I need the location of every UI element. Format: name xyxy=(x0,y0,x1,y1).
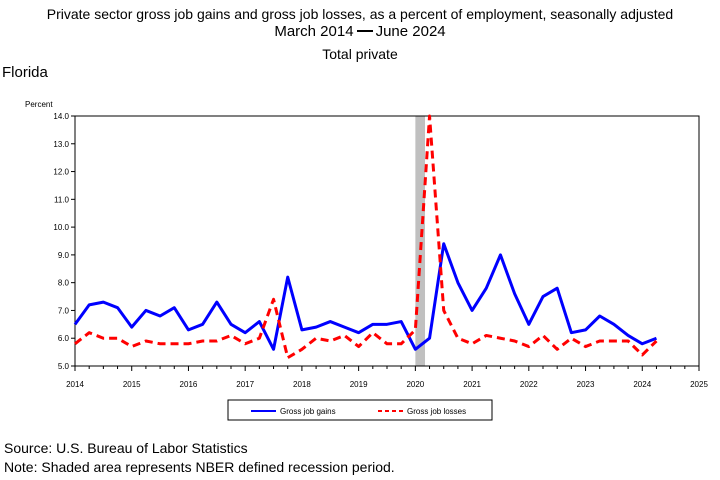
x-tick-label: 2025 xyxy=(690,380,708,389)
series-line-gains xyxy=(73,242,658,351)
x-tick-label: 2019 xyxy=(350,380,368,389)
series-line-losses xyxy=(74,114,658,360)
y-tick-label: 13.0 xyxy=(53,140,69,149)
range-dash xyxy=(356,29,373,32)
recession-band xyxy=(415,116,426,366)
x-tick-label: 2020 xyxy=(406,380,424,389)
x-tick-label: 2014 xyxy=(66,380,84,389)
y-axis-label: Percent xyxy=(25,100,53,109)
y-tick-label: 12.0 xyxy=(53,168,69,177)
legend xyxy=(227,399,493,421)
y-tick-label: 8.0 xyxy=(58,279,70,288)
recession-note: Note: Shaded area represents NBER define… xyxy=(4,459,395,475)
x-tick-label: 2016 xyxy=(180,380,198,389)
date-range-end: June 2024 xyxy=(375,23,446,40)
x-tick-label: 2018 xyxy=(293,380,311,389)
chart-subtitle: Total private xyxy=(322,46,398,62)
y-tick-label: 7.0 xyxy=(58,306,70,315)
y-tick-label: 10.0 xyxy=(53,223,69,232)
x-tick-label: 2023 xyxy=(577,380,595,389)
legend-label-losses: Gross job losses xyxy=(407,407,466,416)
y-tick-label: 14.0 xyxy=(53,112,69,121)
y-tick-label: 6.0 xyxy=(58,334,70,343)
x-tick-label: 2022 xyxy=(520,380,538,389)
x-tick-label: 2015 xyxy=(123,380,141,389)
x-tick-label: 2024 xyxy=(633,380,651,389)
source-note: Source: U.S. Bureau of Labor Statistics xyxy=(4,440,248,456)
y-tick-label: 11.0 xyxy=(54,195,70,204)
y-tick-label: 9.0 xyxy=(58,251,70,260)
chart-date-range: March 2014 June 2024 xyxy=(0,23,720,41)
date-range-start: March 2014 xyxy=(274,23,354,40)
chart-title: Private sector gross job gains and gross… xyxy=(46,6,674,22)
x-tick-label: 2017 xyxy=(236,380,254,389)
y-tick-label: 5.0 xyxy=(58,362,70,371)
x-tick-label: 2021 xyxy=(463,380,481,389)
legend-label-gains: Gross job gains xyxy=(280,407,336,416)
region-label: Florida xyxy=(2,64,48,81)
plot-frame xyxy=(74,115,700,367)
